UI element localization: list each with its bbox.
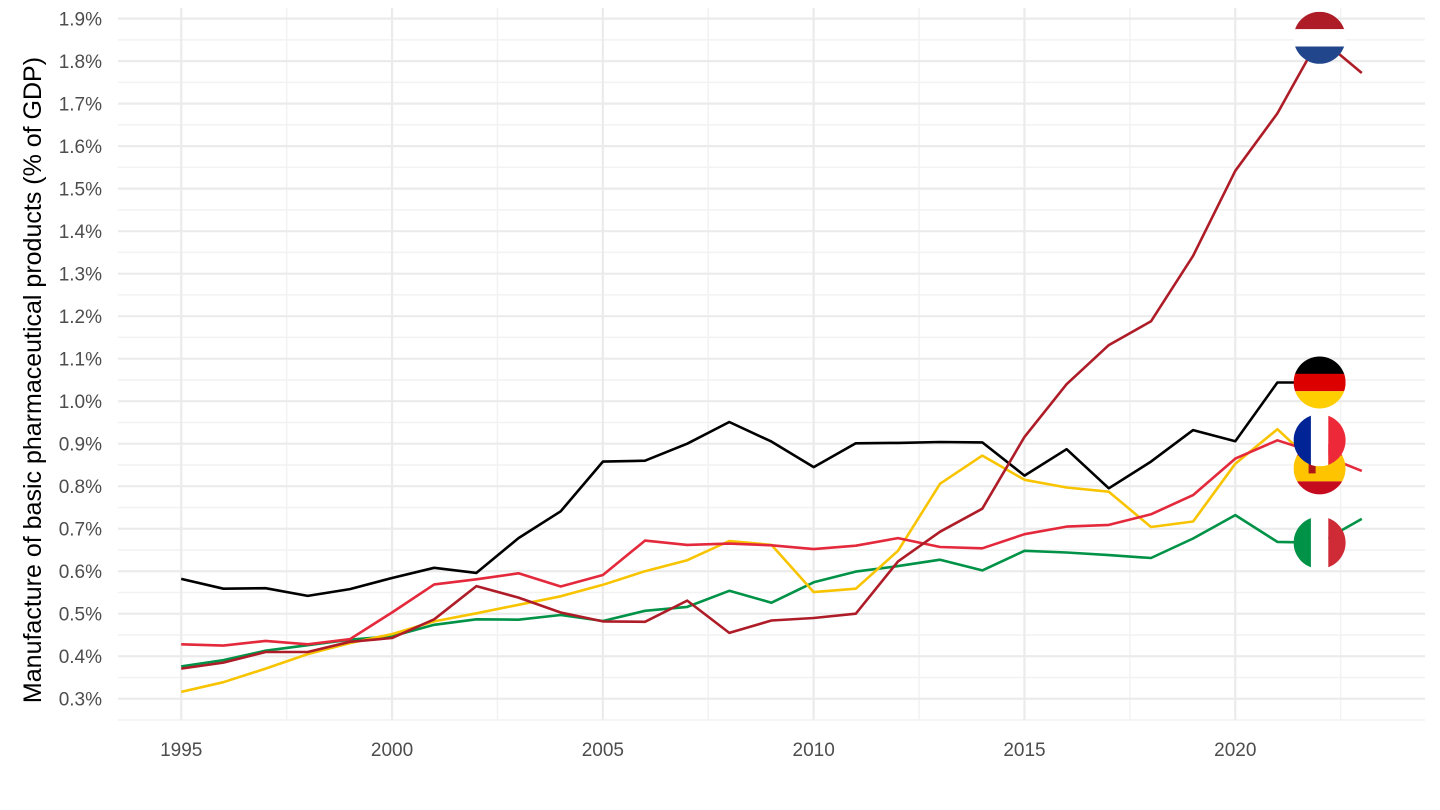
major-gridlines	[118, 8, 1425, 720]
y-tick-label: 1.2%	[59, 307, 102, 328]
series-line-france	[181, 439, 1363, 647]
y-tick-label: 1.4%	[59, 222, 102, 243]
minor-gridlines	[118, 8, 1425, 721]
x-tick-label: 2005	[582, 740, 624, 761]
y-tick-label: 1.0%	[59, 392, 102, 413]
series-lines	[180, 36, 1363, 694]
x-tick-label: 2020	[1214, 740, 1256, 761]
france-flag-icon	[1293, 414, 1346, 467]
y-tick-label: 0.9%	[59, 435, 102, 456]
series-line-spain	[180, 427, 1321, 694]
netherlands-flag-icon	[1293, 11, 1346, 64]
italy-flag-icon	[1293, 516, 1346, 569]
x-tick-label: 1995	[160, 740, 202, 761]
x-tick-label: 2015	[1003, 740, 1045, 761]
y-tick-label: 1.8%	[59, 52, 102, 73]
y-tick-label: 0.5%	[59, 605, 102, 626]
x-tick-label: 2000	[371, 740, 413, 761]
x-axis-tick-labels: 1995 2000 2005 2010 2015 2020	[160, 740, 1256, 761]
y-tick-label: 0.4%	[59, 647, 102, 668]
y-tick-label: 1.1%	[59, 350, 102, 371]
x-tick-label: 2010	[793, 740, 835, 761]
y-tick-label: 1.9%	[59, 10, 102, 31]
flag-markers	[1293, 11, 1346, 569]
y-tick-label: 0.3%	[59, 690, 102, 711]
series-line-germany	[180, 381, 1320, 598]
y-tick-label: 1.6%	[59, 137, 102, 158]
series-line-netherlands	[181, 36, 1363, 670]
y-tick-label: 1.3%	[59, 265, 102, 286]
y-axis-tick-labels: 0.3% 0.4% 0.5% 0.6% 0.7% 0.8% 0.9% 1.0% 1.1% 1.2%…	[59, 10, 102, 711]
germany-flag-icon	[1293, 356, 1346, 409]
series-line-italy	[181, 513, 1363, 668]
y-tick-label: 0.7%	[59, 520, 102, 541]
y-tick-label: 1.7%	[59, 95, 102, 116]
y-axis-title: Manufacture of basic pharmaceutical prod…	[19, 57, 47, 703]
y-tick-label: 1.5%	[59, 180, 102, 201]
y-tick-label: 0.8%	[59, 477, 102, 498]
y-tick-label: 0.6%	[59, 562, 102, 583]
